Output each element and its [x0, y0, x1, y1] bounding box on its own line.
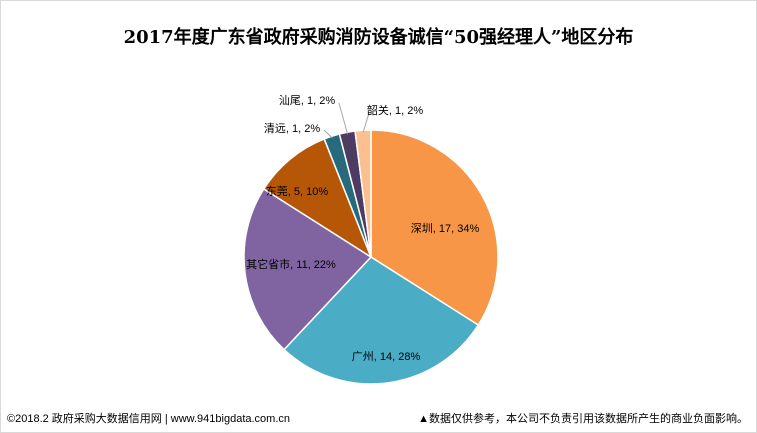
data-label-7: 韶关, 1, 2%	[367, 103, 423, 117]
pie-slice-4	[262, 137, 373, 259]
pie-slice-7	[354, 129, 372, 258]
data-label-6: 汕尾, 1, 2%	[279, 94, 335, 107]
data-label-4: 东莞, 5, 10%	[266, 185, 329, 198]
chart-title: 2017年度广东省政府采购消防设备诚信“50强经理人”地区分布	[123, 27, 634, 48]
leader-line-7	[362, 112, 370, 133]
leader-line-5	[323, 129, 333, 139]
data-label-1: 深圳, 17, 34%	[411, 222, 480, 235]
pie-slice-3	[243, 187, 373, 351]
data-label-5: 清远, 1, 2%	[264, 122, 320, 135]
data-label-2: 广州, 14, 28%	[352, 350, 421, 363]
leader-lines	[323, 102, 370, 139]
pie-slices	[243, 129, 499, 385]
footer-disclaimer: ▲数据仅供参考，本公司不负责引用该数据所产生的商业负面影响。	[418, 413, 748, 425]
data-label-3: 其它省市, 11, 22%	[246, 257, 336, 271]
pie-slice-2	[282, 256, 480, 385]
footer-source: ©2018.2 政府采购大数据信用网 | www.941bigdata.com.…	[7, 413, 291, 425]
leader-line-6	[338, 102, 349, 135]
data-labels: 深圳, 17, 34% 广州, 14, 28% 其它省市, 11, 22% 东莞, 5…	[246, 94, 479, 363]
